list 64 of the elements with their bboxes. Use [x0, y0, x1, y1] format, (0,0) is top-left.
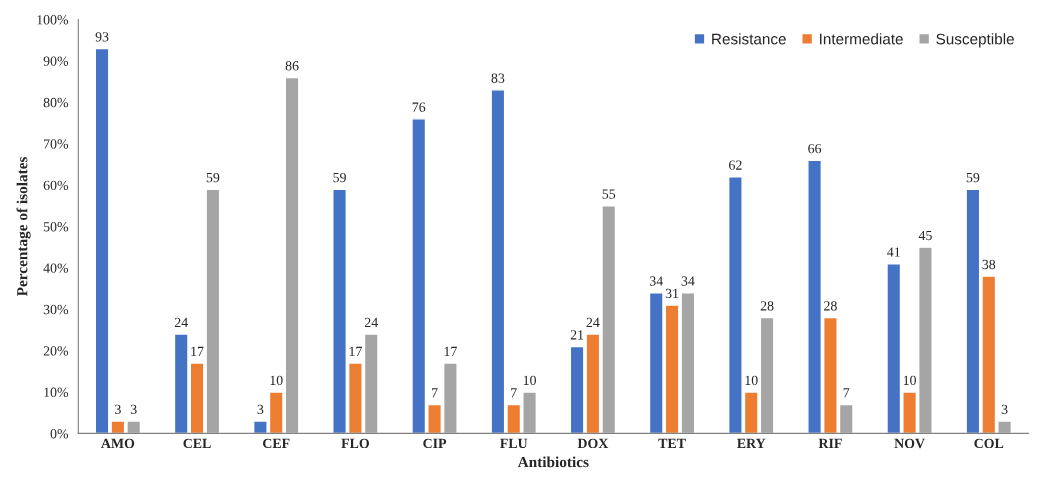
x-tick-label: AMO: [101, 438, 135, 449]
data-label: 17: [191, 346, 204, 356]
y-tick-label: 30%: [43, 304, 69, 315]
data-label: 17: [444, 346, 457, 356]
x-tick-label: ERY: [737, 438, 766, 448]
x-tick-label: FLU: [500, 438, 528, 449]
data-label: 59: [966, 172, 980, 183]
legend-label: Resistance: [712, 33, 786, 45]
data-label: 21: [570, 330, 584, 340]
data-label: 10: [903, 375, 916, 386]
data-label: 3: [115, 404, 121, 415]
data-label: 10: [523, 375, 536, 386]
data-label: 3: [130, 404, 137, 415]
data-label: 7: [432, 388, 438, 398]
data-label: 10: [745, 375, 758, 386]
x-tick-label: NOV: [894, 438, 925, 449]
x-tick-label: DOX: [577, 438, 609, 449]
y-tick-label: 100%: [37, 15, 69, 25]
data-label: 31: [665, 288, 679, 299]
y-tick-label: 10%: [44, 387, 69, 398]
data-label: 28: [824, 301, 837, 311]
data-label: 3: [1001, 404, 1008, 415]
y-tick-label: 90%: [43, 56, 69, 66]
data-label: 62: [729, 160, 742, 170]
y-tick-label: 70%: [44, 139, 69, 149]
data-label: 34: [649, 276, 663, 286]
y-tick-label: 50%: [43, 222, 69, 232]
data-label: 24: [174, 317, 188, 327]
y-tick-label: 80%: [43, 97, 69, 108]
y-tick-label: 20%: [43, 346, 69, 356]
x-tick-label: COL: [974, 438, 1004, 449]
y-tick-label: 60%: [43, 180, 69, 191]
data-label: 3: [257, 404, 264, 415]
data-label: 34: [681, 276, 695, 286]
x-tick-label: TET: [658, 438, 686, 448]
data-label: 55: [602, 189, 616, 199]
y-tick-label: 40%: [43, 263, 69, 273]
y-tick-label: 0%: [50, 429, 69, 439]
data-label: 10: [270, 375, 283, 386]
data-label: 66: [808, 143, 822, 154]
data-label: 7: [511, 388, 517, 398]
data-label: 45: [918, 230, 932, 241]
data-label: 17: [349, 346, 362, 356]
legend-label: Intermediate: [820, 33, 903, 45]
data-label: 93: [95, 32, 109, 42]
x-tick-label: CEL: [183, 438, 211, 449]
data-label: 38: [982, 259, 996, 270]
data-label: 59: [333, 172, 346, 183]
data-label: 83: [491, 73, 505, 83]
x-tick-label: CIP: [423, 438, 447, 449]
data-label: 59: [206, 172, 220, 183]
data-label: 7: [843, 388, 850, 398]
x-tick-label: CEF: [263, 438, 290, 449]
data-label: 76: [412, 102, 426, 112]
data-label: 24: [364, 317, 378, 327]
x-tick-label: RIF: [818, 438, 842, 448]
data-label: 28: [760, 301, 774, 311]
y-axis-title: Percentage of isolates: [16, 156, 31, 297]
x-tick-label: FLO: [341, 438, 369, 449]
data-label: 41: [887, 247, 900, 257]
data-label: 86: [285, 61, 299, 71]
data-label: 24: [586, 317, 600, 327]
legend-label: Susceptible: [936, 33, 1014, 48]
x-axis-title: Antibiotics: [517, 456, 589, 468]
